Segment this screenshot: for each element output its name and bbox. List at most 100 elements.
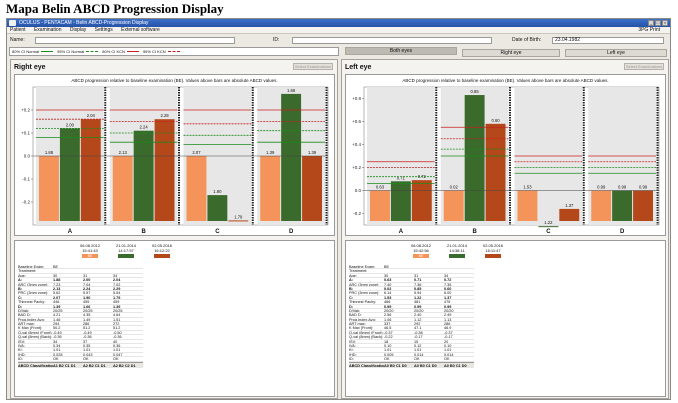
row-cell: 0.71 bbox=[414, 278, 422, 282]
row-cell: 2.56 bbox=[384, 313, 392, 317]
row-label: ARC (3mm zone): bbox=[18, 282, 49, 286]
row-label: ID: bbox=[349, 357, 354, 361]
table-row: IVA: 0.10 0.12 0.10 bbox=[349, 344, 474, 349]
id-field[interactable] bbox=[292, 37, 492, 44]
table-row: A: 1.88 2.00 2.04 bbox=[18, 278, 143, 283]
bar bbox=[485, 123, 506, 221]
row-cell: 2.40 bbox=[414, 313, 422, 317]
both-eyes-button[interactable]: Both eyes bbox=[345, 47, 457, 55]
row-cell: 1.13 bbox=[444, 317, 452, 322]
bar bbox=[59, 128, 80, 221]
row-cell: 7.02 bbox=[113, 282, 121, 286]
row-cell: 7.04 bbox=[83, 282, 91, 286]
left-eye-button[interactable]: Left eye bbox=[565, 49, 667, 57]
classification-cell: A0 B0 C1 D0 bbox=[384, 363, 407, 367]
select-examinations-button[interactable]: Select Examinations bbox=[293, 63, 333, 70]
row-cell: 1.90 bbox=[83, 295, 91, 300]
row-label: BAD D: bbox=[349, 313, 362, 317]
row-label: D/Vak: bbox=[18, 308, 30, 313]
exam-col-2: 21.01.2014 14:17:57 bbox=[111, 243, 141, 258]
classification-label: ABCD Classification: bbox=[349, 363, 384, 367]
row-label: B: bbox=[349, 286, 354, 291]
name-label: Name: bbox=[10, 37, 25, 43]
y-tick-label: -0.2 bbox=[353, 211, 361, 216]
bar-value-label: 0.99 bbox=[639, 185, 648, 190]
right-eye-button[interactable]: Right eye bbox=[462, 49, 560, 57]
row-cell: 0.85 bbox=[414, 286, 422, 291]
row-label: PRC (3mm zone): bbox=[18, 291, 49, 295]
menu-bar: Patient Examination Display Settings Ext… bbox=[7, 27, 670, 34]
menu-patient[interactable]: Patient bbox=[10, 27, 26, 33]
y-tick-label: -0.2 bbox=[22, 200, 30, 205]
row-cell: -0.17 bbox=[414, 335, 423, 339]
row-label: Thinnest Pachy: bbox=[18, 300, 46, 304]
row-cell: 1.01 bbox=[384, 348, 392, 352]
legend-kcn80: 80% CI KCN bbox=[102, 49, 139, 54]
minimize-icon[interactable]: _ bbox=[648, 20, 654, 26]
exam-col-1: 06.08.2012 15:41:43 BE bbox=[79, 243, 101, 258]
y-tick-label: +0.2 bbox=[352, 165, 361, 170]
row-cell: 0.72 bbox=[444, 278, 452, 282]
bar-value-label: 0.60 bbox=[491, 118, 500, 123]
row-cell: -0.49 bbox=[53, 330, 62, 335]
row-label: ISV: bbox=[18, 339, 26, 344]
menu-external-software[interactable]: External software bbox=[121, 27, 160, 33]
chart-caption: ABCD progression relative to baseline ex… bbox=[71, 78, 278, 83]
row-label: BAD D: bbox=[18, 313, 31, 317]
row-cell: 455 bbox=[83, 300, 90, 304]
bar-value-label: 0.02 bbox=[450, 185, 459, 190]
table-left: 06.08.2012 15:42:56 BE 21.01.2014 14:38:11 … bbox=[345, 240, 666, 397]
row-cell: 1.46 bbox=[53, 317, 61, 322]
row-cell: 286 bbox=[83, 322, 90, 326]
y-tick-label: -0.1 bbox=[22, 177, 30, 182]
bar bbox=[411, 180, 432, 221]
select-examinations-button[interactable]: Select Examinations bbox=[624, 63, 664, 70]
bar-value-label: 2.13 bbox=[119, 150, 128, 155]
close-icon[interactable]: × bbox=[662, 20, 668, 26]
row-label: D: bbox=[18, 304, 23, 308]
row-cell: 15 bbox=[414, 339, 419, 344]
bar-value-label: 0.71 bbox=[397, 175, 406, 180]
row-cell: 0.12 bbox=[414, 344, 422, 348]
bar-value-label: 2.00 bbox=[66, 122, 75, 127]
row-cell bbox=[113, 269, 143, 272]
row-cell: 50.2 bbox=[53, 326, 61, 330]
row-cell: 6.14 bbox=[384, 291, 392, 295]
maximize-icon[interactable]: □ bbox=[655, 20, 661, 26]
row-cell: 481 bbox=[414, 300, 421, 304]
category-label: C bbox=[215, 229, 220, 235]
bar bbox=[370, 190, 390, 221]
row-cell: 0.005 bbox=[384, 352, 394, 357]
row-cell: 34 bbox=[53, 339, 58, 344]
row-cell: 5.54 bbox=[113, 291, 121, 295]
menu-settings[interactable]: Settings bbox=[94, 27, 113, 33]
dob-field[interactable]: 23.04.1982 bbox=[552, 37, 664, 44]
row-cell: 0.60 bbox=[444, 286, 452, 291]
name-field[interactable] bbox=[35, 37, 235, 44]
y-tick-label: +0.2 bbox=[21, 108, 30, 113]
row-cell: 51.2 bbox=[83, 326, 91, 330]
category-label: B bbox=[141, 229, 146, 235]
table-row: ID: OK OK OK bbox=[18, 357, 143, 362]
menu-examination[interactable]: Examination bbox=[33, 27, 62, 33]
row-cell: 0.99 bbox=[414, 304, 422, 308]
bar bbox=[281, 93, 302, 221]
table-row: D/Vak: 20/25 20/25 20/25 bbox=[18, 308, 143, 314]
app-window: OCULUS - PENTACAM - Belin ABCD-Progressi… bbox=[6, 18, 671, 400]
row-label: ID: bbox=[18, 357, 23, 361]
bar-value-label: 2.04 bbox=[87, 113, 96, 118]
row-cell: 0.02 bbox=[384, 286, 392, 291]
bar-value-label: 1.88 bbox=[45, 150, 54, 155]
classification-label: ABCD Classification: bbox=[18, 363, 53, 367]
table-row: KI: 1.01 1.01 1.01 bbox=[18, 348, 143, 353]
table-row: IVA: 0.34 0.35 0.36 bbox=[18, 344, 143, 349]
row-cell: 7.36 bbox=[414, 282, 422, 286]
row-cell: 0.99 bbox=[444, 304, 452, 308]
dob-label: Date of Birth: bbox=[512, 37, 542, 43]
row-label: Baseline Exam: bbox=[349, 265, 376, 269]
row-cell: -0.36 bbox=[83, 335, 92, 339]
row-cell: 20/25 bbox=[53, 308, 63, 313]
menu-print[interactable]: 3PG Print bbox=[638, 27, 660, 33]
menu-display[interactable]: Display bbox=[69, 27, 87, 33]
row-cell: 4.21 bbox=[53, 313, 61, 317]
